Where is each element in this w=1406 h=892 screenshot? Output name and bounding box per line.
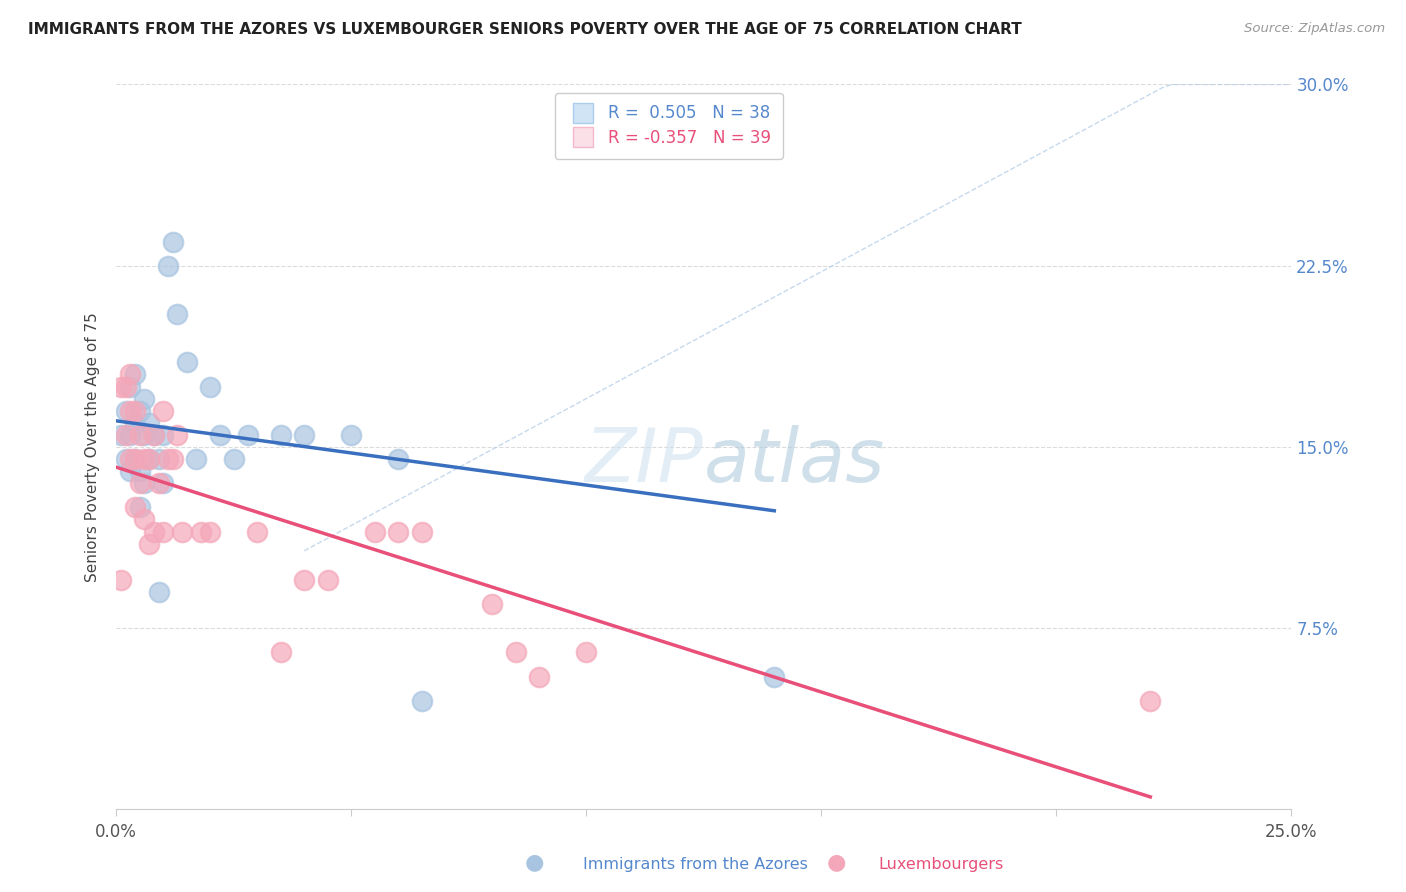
Point (186, 452, 208, 467)
Point (166, 307, 188, 321)
Point (134, 392, 156, 406)
Point (142, 428, 165, 442)
Point (114, 379, 136, 393)
Point (148, 452, 170, 467)
Point (120, 428, 142, 442)
Point (505, 645, 527, 659)
Point (270, 428, 292, 442)
Point (152, 428, 174, 442)
Point (575, 137, 598, 152)
Point (110, 573, 132, 587)
Point (138, 536, 160, 550)
Point (124, 500, 146, 515)
Point (170, 524, 193, 539)
Point (128, 476, 150, 491)
Point (316, 573, 339, 587)
Point (120, 464, 142, 478)
Point (529, 669, 551, 683)
Point (166, 428, 188, 442)
Text: ZIP: ZIP (585, 425, 704, 498)
Point (124, 416, 146, 430)
Point (156, 452, 179, 467)
Point (222, 452, 245, 467)
Point (124, 452, 146, 467)
Text: atlas: atlas (704, 425, 886, 498)
Point (138, 452, 160, 467)
Text: Immigrants from the Azores: Immigrants from the Azores (583, 857, 808, 872)
Point (200, 524, 222, 539)
Text: Luxembourgers: Luxembourgers (879, 857, 1004, 872)
Point (246, 524, 269, 539)
Text: Source: ZipAtlas.com: Source: ZipAtlas.com (1244, 22, 1385, 36)
Point (134, 512, 156, 526)
Point (1139, 694, 1161, 708)
Point (128, 428, 150, 442)
Point (575, 645, 598, 659)
Point (387, 524, 409, 539)
Point (236, 428, 259, 442)
Point (142, 428, 165, 442)
Point (120, 452, 142, 467)
Text: ●: ● (827, 853, 846, 872)
Point (481, 597, 503, 611)
Point (270, 645, 292, 659)
Point (128, 464, 150, 478)
Point (124, 368, 146, 382)
Point (128, 500, 150, 515)
Point (200, 379, 222, 393)
Point (292, 573, 315, 587)
Point (190, 524, 212, 539)
Point (176, 355, 198, 369)
Point (124, 403, 146, 417)
Point (208, 428, 231, 442)
Legend: R =  0.505   N = 38, R = -0.357   N = 39: R = 0.505 N = 38, R = -0.357 N = 39 (554, 93, 783, 159)
Point (120, 403, 142, 417)
Point (387, 452, 409, 467)
Point (134, 476, 156, 491)
Point (142, 524, 165, 539)
Text: ●: ● (524, 853, 544, 872)
Point (162, 452, 184, 467)
Point (138, 452, 160, 467)
Point (134, 452, 156, 467)
Point (110, 379, 132, 393)
Point (763, 669, 786, 683)
Point (114, 428, 136, 442)
Point (114, 452, 136, 467)
Point (162, 235, 184, 249)
Point (292, 428, 315, 442)
Point (120, 368, 142, 382)
Point (340, 428, 363, 442)
Y-axis label: Seniors Poverty Over the Age of 75: Seniors Poverty Over the Age of 75 (86, 312, 100, 582)
Point (138, 416, 160, 430)
Point (110, 428, 132, 442)
Point (364, 524, 387, 539)
Point (148, 476, 170, 491)
Point (152, 476, 174, 491)
Point (411, 694, 433, 708)
Point (134, 428, 156, 442)
Point (114, 403, 136, 417)
Point (124, 452, 146, 467)
Point (411, 524, 433, 539)
Point (152, 524, 174, 539)
Point (128, 403, 150, 417)
Point (152, 403, 174, 417)
Text: IMMIGRANTS FROM THE AZORES VS LUXEMBOURGER SENIORS POVERTY OVER THE AGE OF 75 CO: IMMIGRANTS FROM THE AZORES VS LUXEMBOURG… (28, 22, 1022, 37)
Point (148, 585, 170, 599)
Point (156, 259, 179, 273)
Point (120, 379, 142, 393)
